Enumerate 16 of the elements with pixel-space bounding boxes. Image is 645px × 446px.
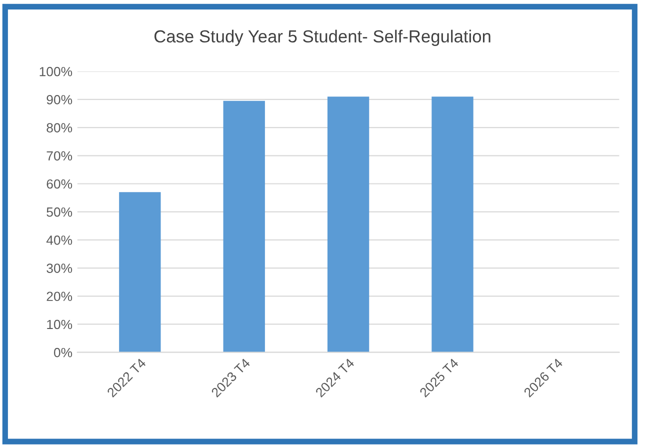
bar [119, 192, 161, 352]
bar [223, 100, 265, 352]
y-tick-label: 50% [46, 207, 72, 217]
y-tick-label: 70% [46, 151, 72, 161]
y-tick-label: 40% [46, 236, 72, 245]
bar [432, 96, 474, 352]
y-tick-label: 80% [46, 123, 72, 132]
y-tick-label: 90% [46, 95, 72, 104]
y-tick-label: 10% [47, 320, 72, 330]
y-tick-label: 60% [46, 179, 72, 189]
y-tick-label: 100% [40, 66, 72, 76]
y-tick-label: 0% [54, 348, 72, 358]
bar [327, 96, 370, 352]
chart-title: Case Study Year 5 Student- Self-Regulation [154, 30, 490, 46]
y-tick-label: 30% [46, 264, 72, 273]
y-tick-label: 20% [46, 292, 72, 302]
